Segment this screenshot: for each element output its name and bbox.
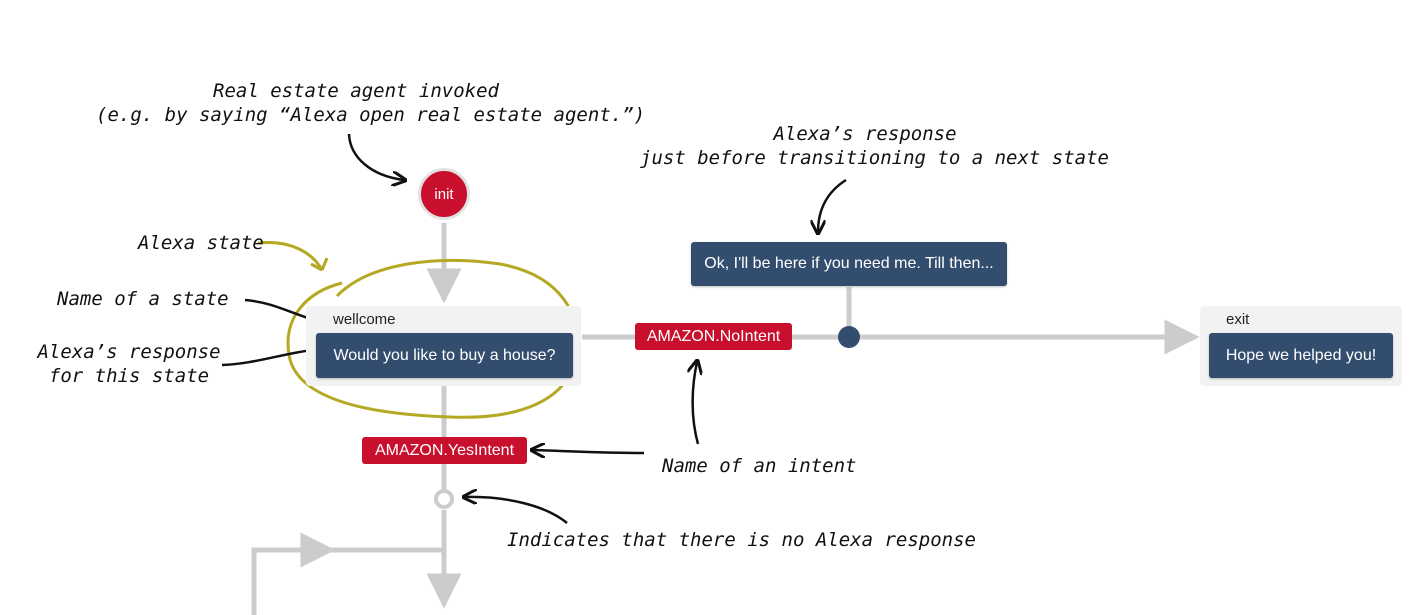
no-response-annotation: Indicates that there is no Alexa respons… <box>507 529 976 551</box>
transition-response-line1: Alexa’s response <box>773 123 957 145</box>
transition-response-line2: just before transitioning to a next stat… <box>640 147 1109 169</box>
state-response-line2: for this state <box>48 365 210 387</box>
wellcome-state-name: wellcome <box>333 311 396 328</box>
no-response-junction-dot <box>434 489 454 509</box>
no-response-arrow <box>465 497 568 524</box>
invoked-line2: (e.g. by saying “Alexa open real estate … <box>96 104 646 126</box>
alexa-state-pointer <box>257 241 324 271</box>
no-intent-label[interactable]: AMAZON.NoIntent <box>635 323 792 350</box>
transition-response[interactable]: Ok, I'll be here if you need me. Till th… <box>691 242 1007 286</box>
yes-intent-label[interactable]: AMAZON.YesIntent <box>362 437 527 464</box>
intent-annotation: Name of an intent <box>662 455 857 477</box>
state-response-line1: Alexa’s response <box>37 341 221 363</box>
no-intent-arrow <box>693 362 698 445</box>
invoked-arrow <box>347 133 404 180</box>
init-state-node[interactable]: init <box>418 168 470 220</box>
wellcome-response[interactable]: Would you like to buy a house? <box>316 333 573 378</box>
state-name-annotation: Name of a state <box>57 288 229 310</box>
alexa-state-annotation: Alexa state <box>138 232 264 254</box>
exit-response[interactable]: Hope we helped you! <box>1209 333 1393 378</box>
invoked-line1: Real estate agent invoked <box>213 80 499 102</box>
init-label: init <box>434 185 454 203</box>
transition-response-arrow <box>818 178 847 232</box>
response-junction-dot <box>838 326 860 348</box>
state-response-annotation: Alexa’s response for this state <box>34 340 224 388</box>
invoked-annotation: Real estate agent invoked (e.g. by sayin… <box>96 79 646 127</box>
yes-intent-arrow <box>533 450 645 453</box>
loop-connector <box>251 547 444 615</box>
exit-state-name: exit <box>1226 311 1250 328</box>
transition-response-annotation: Alexa’s response just before transitioni… <box>640 122 1109 170</box>
